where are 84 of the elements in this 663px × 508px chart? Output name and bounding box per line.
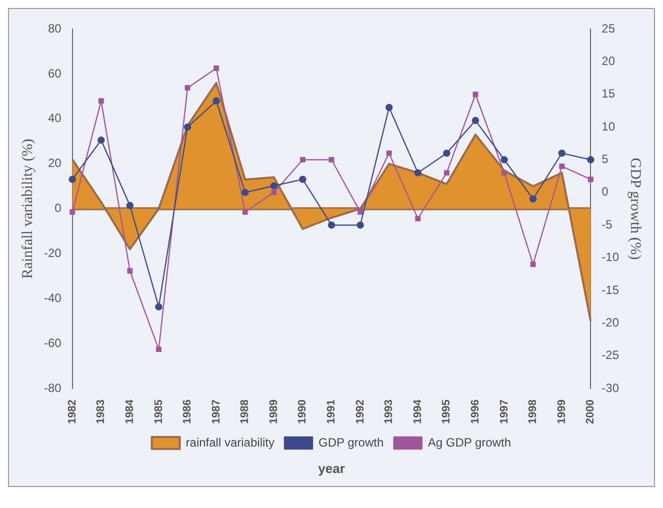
x-tick-label: 1987 <box>210 400 222 424</box>
point <box>271 190 277 196</box>
point <box>214 66 220 71</box>
y2-tick-label: -25 <box>602 348 620 362</box>
x-tick-label: 1983 <box>95 400 108 424</box>
y2-tick-label: 0 <box>602 184 609 199</box>
x-tick-label: 1998 <box>527 400 540 424</box>
point <box>242 188 249 196</box>
point <box>415 216 421 222</box>
x-tick-label: 1988 <box>239 400 252 424</box>
y2-tick-label: -5 <box>602 217 613 232</box>
x-tick-label: 1993 <box>383 400 396 424</box>
x-tick-label: 1984 <box>124 398 136 424</box>
x-tick-label: 1995 <box>440 400 453 424</box>
x-tick-label: 2000 <box>584 400 597 424</box>
point <box>328 222 336 229</box>
y-axis-title: Rainfall variability (%) <box>20 138 36 279</box>
point <box>414 169 422 176</box>
point <box>155 303 162 310</box>
y-tick-label: -60 <box>44 336 62 350</box>
point <box>126 202 134 210</box>
y-tick-label: 80 <box>48 21 62 36</box>
y2-tick-label: -10 <box>602 250 620 264</box>
point <box>587 156 594 164</box>
y2-tick-label: 20 <box>602 54 616 68</box>
x-tick-label: 1986 <box>182 400 194 424</box>
point <box>443 150 450 157</box>
point <box>386 150 392 156</box>
point <box>184 85 190 91</box>
point <box>385 104 393 112</box>
point <box>559 164 565 169</box>
y-tick-label: 60 <box>48 66 62 80</box>
y2-tick-label: -15 <box>602 282 620 297</box>
point <box>502 170 507 176</box>
y-tick-label: 40 <box>48 111 62 126</box>
x-tick-label: 1982 <box>66 400 78 424</box>
point <box>328 157 334 162</box>
point <box>558 150 566 157</box>
y-tick-label: -20 <box>44 246 62 260</box>
point <box>212 97 220 105</box>
point <box>529 195 537 203</box>
y2-axis-title: GDP growth (%) <box>627 158 644 260</box>
y2-tick-label: -30 <box>602 380 620 395</box>
point <box>358 209 364 215</box>
legend-label: Ag GDP growth <box>428 435 511 450</box>
x-axis-title: year <box>317 460 346 478</box>
y2-tick-label: 15 <box>602 86 616 101</box>
y2-tick-label: 5 <box>602 152 609 166</box>
point <box>68 176 76 183</box>
point <box>588 176 594 182</box>
point <box>500 156 508 164</box>
point <box>300 157 306 162</box>
point <box>98 98 104 104</box>
point <box>299 176 306 183</box>
point <box>156 346 162 352</box>
point <box>472 92 478 98</box>
point <box>270 182 278 190</box>
point <box>356 222 364 229</box>
x-tick-label: 1996 <box>470 400 482 424</box>
point <box>530 262 536 268</box>
x-tick-label: 1992 <box>354 400 366 424</box>
legend-label: rainfall variability <box>186 435 274 450</box>
x-tick-label: 1997 <box>498 400 510 424</box>
y2-tick-label: 10 <box>602 119 616 134</box>
y-tick-label: 20 <box>48 156 62 170</box>
x-tick-label: 1994 <box>412 398 424 424</box>
point <box>127 268 133 274</box>
x-tick-label: 1991 <box>326 400 338 424</box>
x-tick-label: 1999 <box>556 400 568 424</box>
point <box>70 209 76 215</box>
point <box>472 116 480 124</box>
point <box>242 209 248 215</box>
y2-tick-label: 25 <box>602 21 616 36</box>
x-tick-label: 1990 <box>296 400 309 424</box>
x-tick-label: 1985 <box>152 400 165 424</box>
point <box>444 170 450 176</box>
y-tick-label: -80 <box>44 380 62 395</box>
y-tick-label: 0 <box>54 201 62 216</box>
point <box>184 123 192 131</box>
y2-tick-label: -20 <box>602 315 620 330</box>
point <box>98 136 105 144</box>
x-tick-label: 1989 <box>268 400 280 424</box>
y-tick-label: -40 <box>44 290 62 305</box>
legend-label: GDP growth <box>318 435 384 450</box>
